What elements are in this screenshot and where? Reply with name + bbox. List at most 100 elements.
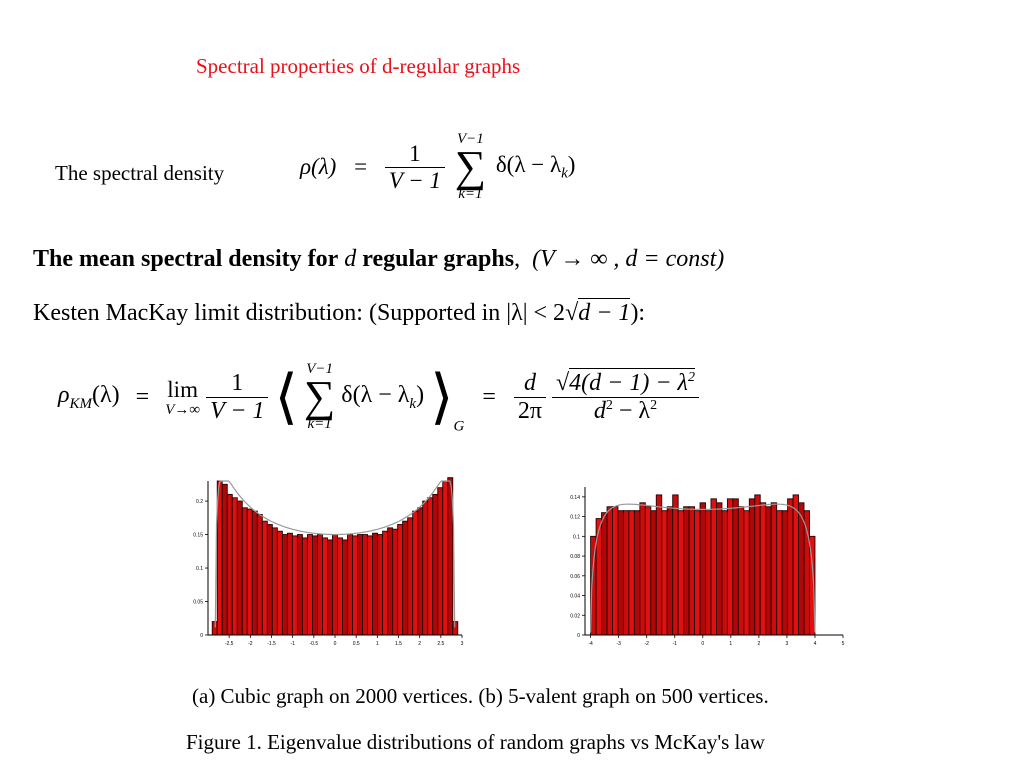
formula2-frac-num: 1 [231, 369, 244, 396]
formula1-body: δ(λ − λ [495, 151, 562, 177]
histogram-bar [301, 537, 308, 636]
histogram-bar [650, 510, 657, 636]
x-tick-label: 1.5 [395, 641, 402, 647]
histogram-5-valent-graph: 0 0.02 0.04 0.06 0.08 0.1 0.12 0.14 -4 -3 -2 -1 0 1 2 3… [570, 487, 845, 647]
x-tick-label: -3 [616, 641, 621, 647]
histogram-bar [710, 498, 717, 636]
histogram-bar [367, 535, 374, 636]
x-tick-label: -1 [673, 641, 678, 647]
x-tick-label: 2 [418, 641, 421, 647]
histogram-cubic-graph: 0 0.05 0.1 0.15 0.2 -2.5 -2 -1.5 -1 -0.5 0 0.5 1 1.5 2… [193, 477, 464, 647]
formula2-lim-sub: V→∞ [165, 401, 201, 418]
heading-bold-2: regular graphs [362, 246, 515, 272]
histogram-bar [357, 534, 364, 636]
y-tick-label: 0 [200, 633, 203, 639]
x-tick-label: 1 [376, 641, 379, 647]
x-tick-label: -1 [290, 641, 295, 647]
histogram-bar [377, 534, 384, 636]
formula1-close: ) [567, 151, 576, 177]
histogram-bar [246, 508, 253, 636]
formula2-d-over-2pi: d 2π [513, 370, 546, 425]
formula1-frac-num: 1 [409, 140, 421, 166]
mckay-law-curve [590, 503, 816, 633]
histogram-bar [281, 534, 288, 636]
formula2-sqrt-fraction: √4(d − 1) − λ2 d2 − λ2 [552, 367, 699, 425]
histogram-bar [437, 487, 444, 636]
x-tick-label: 1 [729, 641, 732, 647]
histogram-bar [291, 535, 298, 636]
histogram-bar [781, 510, 789, 636]
histogram-bar [732, 498, 739, 636]
histogram-bar [612, 506, 619, 636]
x-tick-label: 5 [842, 641, 845, 647]
histogram-bar [672, 494, 679, 636]
y-tick-label: 0.04 [570, 594, 580, 600]
heading-condition: (V → ∞ , d = const) [532, 246, 725, 272]
histogram-bar [352, 535, 358, 636]
histogram-bar [737, 506, 745, 636]
mckay-law-curve [214, 480, 456, 628]
formula2-den: d [593, 397, 606, 424]
histogram-bar [417, 507, 424, 636]
histogram-bar [628, 510, 635, 636]
histogram-bar [601, 512, 608, 636]
histogram-bar [322, 537, 328, 636]
histogram-bar [726, 498, 734, 636]
histogram-bar [306, 534, 313, 636]
x-tick-label: 4 [814, 641, 817, 647]
histogram-bar [286, 532, 293, 636]
histogram-bar [743, 510, 750, 636]
histogram-bar [266, 524, 273, 636]
histogram-bar [241, 507, 248, 636]
mean-density-heading: The mean spectral density for d regular … [33, 246, 725, 272]
formula2-lim: lim V→∞ [165, 377, 200, 418]
x-tick-label: -2 [248, 641, 253, 647]
x-tick-label: -0.5 [310, 641, 319, 647]
histogram-bar [798, 502, 805, 636]
formula2-d-den: 2π [513, 396, 546, 425]
formula2-sub: k [409, 395, 417, 412]
x-tick-label: 2 [757, 641, 760, 647]
y-tick-label: 0.2 [196, 499, 203, 505]
y-tick-label: 0 [577, 633, 580, 639]
histogram-bar [256, 514, 263, 636]
histogram-bar [412, 510, 419, 636]
formula2-rad: 4(d − 1) − λ [569, 369, 688, 396]
histogram-bar [694, 510, 701, 636]
y-tick-label: 0.06 [570, 574, 580, 580]
histogram-bar [332, 534, 338, 636]
histogram-bar [271, 527, 278, 636]
formula2-sum-bot: k=1 [307, 416, 332, 432]
formula2-lhs: ρ [58, 381, 70, 408]
formula2-lim-text: lim [167, 376, 198, 402]
histogram-bar [387, 527, 394, 636]
formula2-fraction: 1 V − 1 [206, 369, 269, 425]
histogram-bar [251, 510, 258, 636]
formula1-eq: = [354, 154, 368, 179]
histogram-bar [382, 530, 389, 636]
histogram-bar [792, 494, 799, 636]
histogram-bar [705, 510, 712, 636]
histogram-bar [276, 530, 283, 636]
histogram-bar [765, 506, 772, 636]
y-tick-label: 0.05 [193, 600, 203, 606]
figure-caption: Figure 1. Eigenvalue distributions of ra… [186, 730, 765, 754]
kesten-end: ): [630, 300, 646, 326]
histogram-bar [422, 500, 429, 636]
x-tick-label: 0.5 [353, 641, 360, 647]
formula2-close: ) [416, 381, 425, 408]
formula2-sum-top: V−1 [306, 361, 333, 377]
formula1-sum-top: V−1 [457, 131, 484, 147]
kesten-text: Kesten MacKay limit distribution: (Suppo… [33, 300, 566, 326]
formula2-body: δ(λ − λ [341, 381, 410, 408]
histogram-bar [296, 534, 303, 636]
formula2-eq2: = [482, 383, 496, 410]
y-tick-label: 0.1 [196, 566, 203, 572]
histogram-bar [688, 506, 696, 636]
formula1-lhs: ρ(λ) [300, 154, 337, 179]
histogram-bar [231, 497, 238, 636]
histogram-bar [221, 483, 228, 636]
y-tick-label: 0.02 [570, 613, 580, 619]
histogram-bar [407, 517, 414, 636]
histogram-bar [347, 534, 353, 636]
